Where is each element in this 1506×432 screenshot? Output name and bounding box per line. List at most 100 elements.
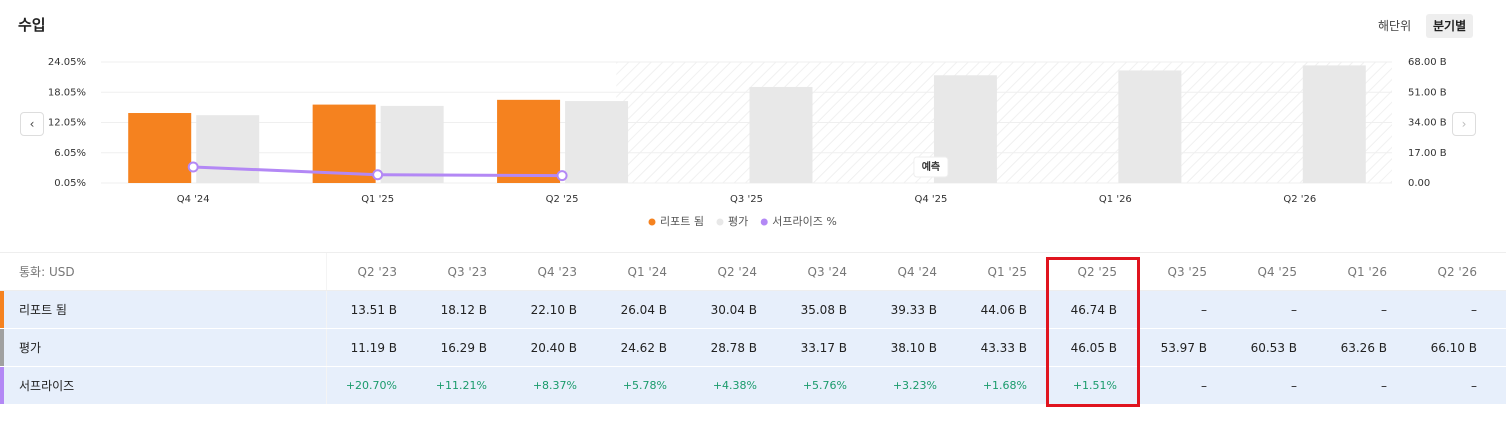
y-tick-label: 0.05% bbox=[54, 178, 86, 189]
surprise-point bbox=[556, 170, 568, 182]
x-tick-label: Q3 '25 bbox=[730, 194, 763, 205]
y-tick-label: 12.05% bbox=[48, 118, 86, 129]
column-header: Q3 '25 bbox=[1167, 264, 1207, 279]
y-tick-label: 18.05% bbox=[48, 87, 86, 98]
column-header: Q1 '26 bbox=[1347, 264, 1387, 279]
prev-button[interactable]: ‹ bbox=[20, 112, 44, 136]
row-label: 평가 bbox=[0, 329, 327, 366]
bar bbox=[1302, 65, 1366, 183]
row-color bbox=[0, 367, 4, 404]
x-tick-label: Q2 '26 bbox=[1283, 194, 1316, 205]
column-header: Q4 '24 bbox=[897, 264, 937, 279]
table-row: 리포트 됨 13.51 B 18.12 B 22.10 B 26.04 B 30.04 B… bbox=[0, 291, 1506, 329]
surprise-point bbox=[187, 161, 199, 173]
y-tick-label: 6.05% bbox=[54, 148, 86, 159]
toggle-quarterly[interactable]: 분기별 bbox=[1426, 14, 1474, 38]
table-cell: +3.23% bbox=[892, 379, 937, 392]
legend-label: 리포트 됨 bbox=[660, 215, 704, 228]
bar bbox=[128, 113, 192, 183]
table-cell: 44.06 B bbox=[980, 302, 1027, 317]
title: 수입 bbox=[18, 16, 46, 34]
table-cell: 43.33 B bbox=[980, 340, 1027, 355]
table-cell: 35.08 B bbox=[800, 302, 847, 317]
surprise-point bbox=[372, 169, 384, 181]
table-cell: 24.62 B bbox=[620, 340, 667, 355]
bar bbox=[380, 105, 444, 183]
annotation: 예측 bbox=[922, 160, 940, 173]
table-cell: 46.05 B bbox=[1070, 340, 1117, 355]
table: 통화: USD Q2 '23 Q3 '23 Q4 '23 Q1 '24 Q2 '24 Q3 … bbox=[0, 252, 1506, 405]
column-header: Q2 '25 bbox=[1077, 264, 1117, 279]
table-cell: – bbox=[1381, 378, 1387, 393]
column-header: Q3 '23 bbox=[447, 264, 487, 279]
bar bbox=[565, 101, 629, 183]
table-cell: 22.10 B bbox=[530, 302, 577, 317]
y2-tick-label: 0.00 bbox=[1408, 178, 1430, 189]
table-cell: – bbox=[1471, 302, 1477, 317]
bar bbox=[749, 86, 813, 183]
y2-tick-label: 17.00 B bbox=[1408, 148, 1447, 159]
row-label: 리포트 됨 bbox=[0, 291, 327, 328]
table-cell: +5.78% bbox=[622, 379, 667, 392]
column-header: Q4 '25 bbox=[1257, 264, 1297, 279]
table-cell: +1.51% bbox=[1072, 379, 1117, 392]
table-row: 평가 11.19 B 16.29 B 20.40 B 24.62 B 28.78 B 33.… bbox=[0, 329, 1506, 367]
row-color bbox=[0, 291, 4, 328]
x-tick-label: Q1 '25 bbox=[361, 194, 394, 205]
legend-swatch bbox=[716, 218, 724, 226]
table-cell: – bbox=[1291, 378, 1297, 393]
x-tick-label: Q4 '24 bbox=[177, 194, 210, 205]
legend-label: 서프라이즈 % bbox=[772, 215, 837, 228]
legend-swatch bbox=[760, 218, 768, 226]
column-header: Q2 '24 bbox=[717, 264, 757, 279]
table-cell: 13.51 B bbox=[350, 302, 397, 317]
column-header: Q2 '26 bbox=[1437, 264, 1477, 279]
table-cell: 28.78 B bbox=[710, 340, 757, 355]
table-cell: 60.53 B bbox=[1250, 340, 1297, 355]
table-cell: 53.97 B bbox=[1160, 340, 1207, 355]
chart: 0.05% 6.05% 12.05% 18.05% 24.05% 0.00 17.00 B 3… bbox=[48, 57, 1447, 228]
bar bbox=[196, 115, 260, 183]
table-cell: 11.19 B bbox=[350, 340, 397, 355]
table-cell: 39.33 B bbox=[890, 302, 937, 317]
column-header: Q1 '24 bbox=[627, 264, 667, 279]
column-header: Q4 '23 bbox=[537, 264, 577, 279]
table-cell: 38.10 B bbox=[890, 340, 937, 355]
bar bbox=[312, 104, 376, 183]
table-cell: 66.10 B bbox=[1430, 340, 1477, 355]
bar bbox=[497, 99, 561, 183]
column-header: Q1 '25 bbox=[987, 264, 1027, 279]
table-cell: +20.70% bbox=[345, 379, 397, 392]
currency-label: 통화: USD bbox=[0, 253, 327, 290]
bar bbox=[1118, 70, 1182, 183]
table-cell: +1.68% bbox=[982, 379, 1027, 392]
column-header: Q3 '24 bbox=[807, 264, 847, 279]
table-cell: – bbox=[1471, 378, 1477, 393]
table-cell: +5.76% bbox=[802, 379, 847, 392]
y2-tick-label: 68.00 B bbox=[1408, 57, 1447, 68]
legend-swatch bbox=[648, 218, 656, 226]
table-cell: 63.26 B bbox=[1340, 340, 1387, 355]
table-cell: – bbox=[1291, 302, 1297, 317]
table-cell: 18.12 B bbox=[440, 302, 487, 317]
table-cell: 46.74 B bbox=[1070, 302, 1117, 317]
row-color bbox=[0, 329, 4, 366]
toggle-annual[interactable]: 해단위 bbox=[1378, 19, 1412, 33]
table-cell: +11.21% bbox=[435, 379, 487, 392]
row-label: 서프라이즈 bbox=[0, 367, 327, 404]
table-row: 서프라이즈 +20.70% +11.21% +8.37% +5.78% +4.38% +5.… bbox=[0, 367, 1506, 405]
legend-label: 평가 bbox=[728, 215, 748, 228]
table-cell: +8.37% bbox=[532, 379, 577, 392]
x-tick-label: Q4 '25 bbox=[914, 194, 947, 205]
table-cell: – bbox=[1201, 302, 1207, 317]
annotation-bg bbox=[913, 156, 949, 178]
table-cell: 26.04 B bbox=[620, 302, 667, 317]
y-tick-label: 24.05% bbox=[48, 57, 86, 68]
table-cell: – bbox=[1201, 378, 1207, 393]
column-header: Q2 '23 bbox=[357, 264, 397, 279]
table-cell: 20.40 B bbox=[530, 340, 577, 355]
y2-tick-label: 34.00 B bbox=[1408, 118, 1447, 129]
next-button[interactable]: › bbox=[1452, 112, 1476, 136]
x-tick-label: Q1 '26 bbox=[1099, 194, 1132, 205]
